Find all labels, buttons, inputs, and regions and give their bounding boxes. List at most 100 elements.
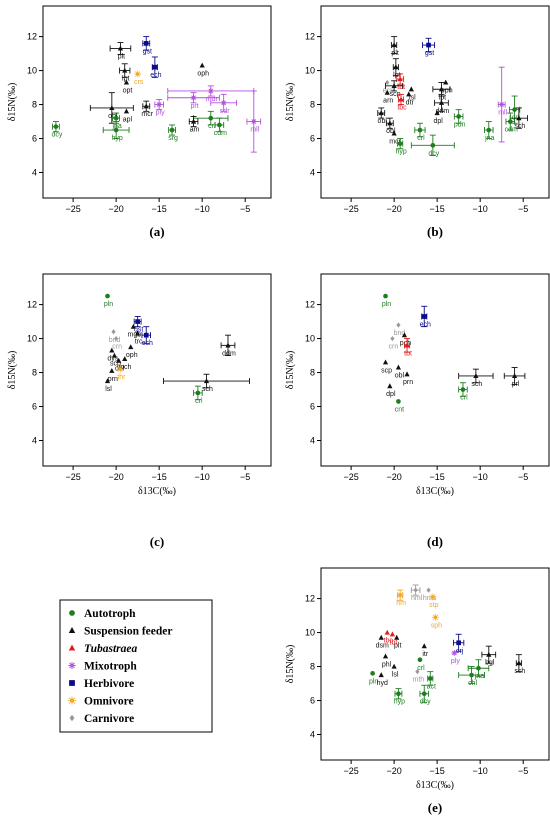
point-marker [169, 127, 175, 133]
point-marker [111, 329, 116, 335]
point-label: dsm [376, 643, 389, 650]
point-label: jna [474, 673, 484, 680]
point-marker [451, 650, 458, 656]
point-marker [123, 79, 130, 85]
point-label: crs [134, 79, 144, 86]
x-tick-label: −10 [195, 472, 210, 482]
point-marker [406, 91, 412, 97]
x-tick-label: −10 [195, 204, 210, 214]
point-marker [225, 342, 231, 348]
point-label: crl [417, 135, 425, 142]
point-label: gst [143, 48, 152, 55]
point-label: chl [468, 680, 477, 687]
point-label: lsl [409, 94, 416, 101]
x-tick-label: −10 [473, 204, 488, 214]
point-label: bnd [394, 330, 406, 337]
point-label: mth [413, 677, 425, 684]
point-label: ech [142, 340, 153, 347]
point-marker [404, 342, 410, 348]
point-marker [469, 672, 474, 678]
point-label: pln [104, 301, 113, 308]
point-label: cnt [395, 406, 404, 413]
legend-label: Carnivore [84, 713, 134, 725]
data-point-scp: scp [381, 359, 392, 374]
point-label: stp [429, 602, 438, 609]
x-axis-label: δ13C(‰) [138, 486, 176, 497]
point-label: lpt [122, 76, 129, 83]
data-point-dcy: dcy [419, 684, 431, 706]
panel-c: plngstmgbbndcrntrcechddmophdysscpoblpchp… [7, 273, 272, 549]
point-marker [378, 634, 384, 640]
point-label: mll [498, 110, 507, 117]
point-label: prl [512, 381, 520, 388]
point-marker [123, 108, 130, 114]
point-label: arn [383, 98, 393, 105]
filled-triangle-icon [68, 626, 76, 634]
x-axis-label: δ13C(‰) [416, 780, 454, 791]
data-point-apl: apl [123, 108, 133, 123]
point-label: scp [381, 367, 392, 374]
data-point-dpl: dpl [433, 110, 443, 125]
data-point-ply: ply [154, 99, 165, 117]
point-label: oph [441, 87, 453, 94]
point-label: oph [126, 352, 138, 359]
x-tick-label: −20 [386, 766, 401, 776]
legend-label: Mixotroph [84, 661, 137, 673]
x-tick-label: −25 [343, 472, 358, 482]
point-label: hyp [396, 149, 407, 156]
data-point-dsm: dsm [376, 634, 389, 650]
y-tick-label: 12 [27, 32, 37, 42]
data-point-scp: scp [110, 352, 121, 368]
point-label: prt [190, 103, 198, 110]
point-marker [389, 631, 396, 637]
point-marker [396, 399, 401, 404]
point-marker [443, 79, 449, 85]
data-point-hyp: hyp [102, 121, 130, 142]
data-point-oph: oph [441, 79, 453, 94]
point-marker [135, 330, 141, 336]
y-tick-label: 4 [32, 168, 37, 178]
point-label: tbt [404, 350, 412, 357]
data-point-hml: hml [410, 584, 423, 602]
point-marker [105, 293, 110, 299]
diamond-icon [69, 714, 75, 722]
point-label: obl [386, 128, 396, 135]
legend-item: Herbivore [69, 678, 134, 690]
point-marker [507, 119, 513, 124]
legend-item: Carnivore [69, 713, 134, 725]
point-label: bgl [485, 660, 495, 667]
point-marker [438, 99, 445, 105]
point-marker [486, 127, 492, 133]
filled-circle-icon [69, 610, 75, 616]
panel-label: (e) [428, 800, 442, 815]
point-label: scp [110, 361, 121, 368]
data-point-prt: prt [167, 92, 220, 110]
y-tick-label: 10 [27, 334, 37, 344]
point-label: pln [382, 301, 391, 308]
point-marker [220, 99, 227, 106]
point-label: tbt [390, 639, 398, 646]
data-point-mgb: mgb [128, 323, 141, 339]
data-point-tbt: tbt [396, 73, 405, 91]
point-marker [391, 82, 397, 88]
x-tick-label: −25 [343, 766, 358, 776]
data-point-plt: plt [109, 42, 132, 60]
legend-frame [59, 599, 213, 733]
point-marker [456, 114, 462, 119]
y-tick-label: 4 [310, 730, 315, 740]
point-marker [250, 118, 257, 125]
panel-label: (c) [150, 534, 164, 549]
point-marker [421, 314, 427, 319]
x-tick-label: −20 [386, 472, 401, 482]
point-label: dtr [406, 99, 415, 106]
point-label: ech [420, 321, 431, 328]
point-label: jna [484, 135, 494, 142]
legend-item: Omnivore [67, 696, 134, 708]
y-tick-label: 8 [310, 100, 315, 110]
panel-label: (b) [427, 224, 443, 239]
